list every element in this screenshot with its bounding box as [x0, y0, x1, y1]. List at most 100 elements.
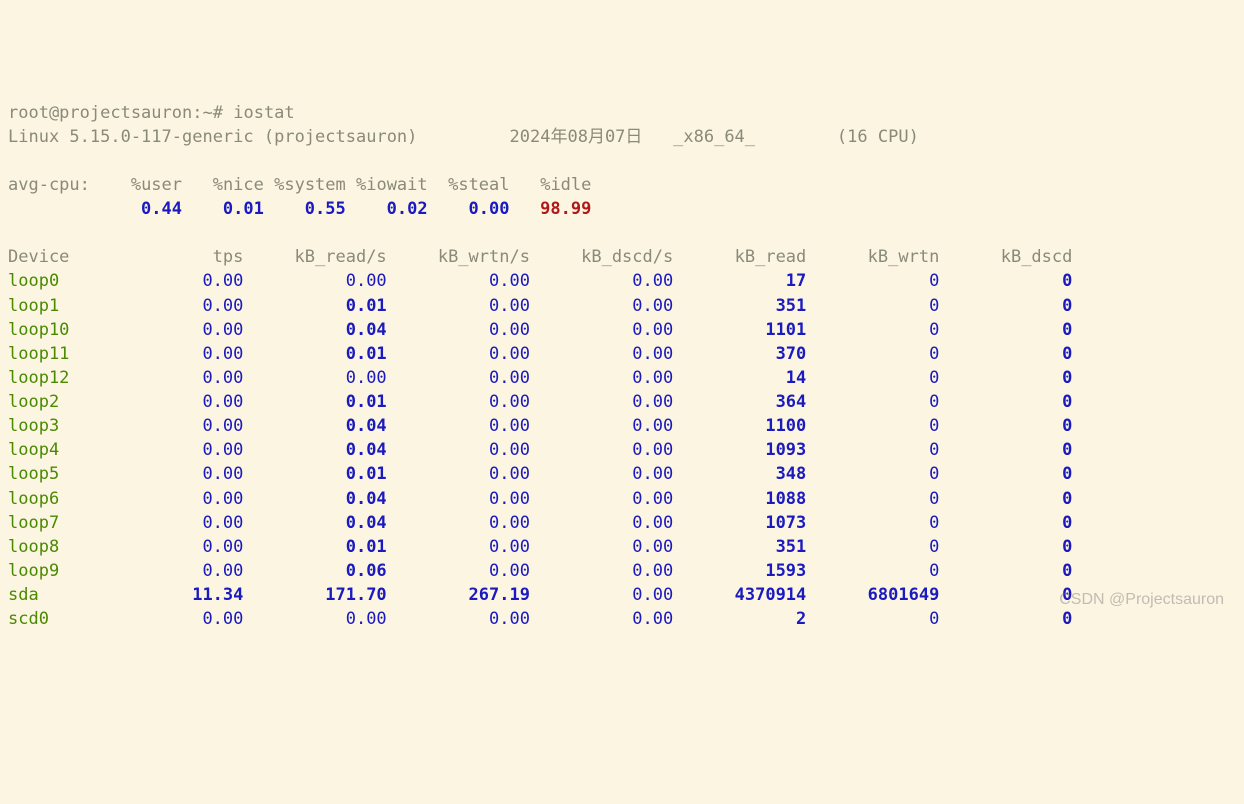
table-row: loop40.000.040.000.00109300	[8, 440, 1072, 460]
prompt-cwd: ~	[202, 103, 212, 123]
cell-kb-read: 1101	[673, 318, 806, 342]
cell-kb-dscd-s: 0.00	[530, 294, 673, 318]
prompt-line: root@projectsauron:~# iostat	[8, 103, 295, 123]
cell-kb-read-s: 0.01	[243, 294, 386, 318]
cell-kb-read-s: 0.04	[243, 487, 386, 511]
device-name: loop12	[8, 366, 90, 390]
cell-kb-read-s: 0.04	[243, 511, 386, 535]
cell-tps: 0.00	[90, 366, 244, 390]
cell-kb-dscd: 0	[939, 414, 1072, 438]
cell-kb-wrtn-s: 0.00	[387, 269, 530, 293]
cell-kb-dscd-s: 0.00	[530, 342, 673, 366]
cell-kb-wrtn-s: 267.19	[387, 583, 530, 607]
cell-kb-read: 1093	[673, 438, 806, 462]
cell-kb-wrtn: 6801649	[806, 583, 939, 607]
prompt-command: iostat	[233, 103, 294, 123]
table-row: loop60.000.040.000.00108800	[8, 489, 1072, 509]
cpu-info: (16 CPU)	[837, 127, 919, 147]
cell-kb-wrtn-s: 0.00	[387, 390, 530, 414]
device-name: loop9	[8, 559, 90, 583]
system-line: Linux 5.15.0-117-generic (projectsauron)…	[8, 127, 919, 147]
avg-cpu-header: %idle	[510, 173, 592, 197]
cell-kb-dscd-s: 0.00	[530, 318, 673, 342]
cell-kb-read-s: 0.01	[243, 535, 386, 559]
device-name: loop3	[8, 414, 90, 438]
table-row: loop20.000.010.000.0036400	[8, 392, 1072, 412]
device-table-header: kB_read/s	[243, 245, 386, 269]
avg-cpu-header: %system	[264, 173, 346, 197]
cell-kb-read: 14	[673, 366, 806, 390]
cell-tps: 0.00	[90, 607, 244, 631]
prompt-user-host: root@projectsauron	[8, 103, 192, 123]
cell-kb-wrtn-s: 0.00	[387, 366, 530, 390]
avg-cpu-value: 0.55	[264, 197, 346, 221]
cell-kb-dscd-s: 0.00	[530, 366, 673, 390]
cell-kb-dscd: 0	[939, 294, 1072, 318]
cell-kb-wrtn: 0	[806, 511, 939, 535]
avg-cpu-header: %nice	[182, 173, 264, 197]
cell-kb-wrtn: 0	[806, 438, 939, 462]
cell-tps: 0.00	[90, 438, 244, 462]
cell-kb-read-s: 0.04	[243, 438, 386, 462]
avg-cpu-value: 98.99	[509, 197, 591, 221]
cell-kb-dscd: 0	[939, 390, 1072, 414]
cell-kb-dscd-s: 0.00	[530, 487, 673, 511]
device-table-header: kB_dscd	[939, 245, 1072, 269]
table-row: loop90.000.060.000.00159300	[8, 561, 1072, 581]
cell-kb-wrtn: 0	[806, 535, 939, 559]
table-row: loop30.000.040.000.00110000	[8, 416, 1072, 436]
cell-tps: 0.00	[90, 390, 244, 414]
cell-kb-read: 1073	[673, 511, 806, 535]
cell-kb-read-s: 0.00	[243, 366, 386, 390]
cell-kb-wrtn-s: 0.00	[387, 487, 530, 511]
cell-kb-read-s: 0.00	[243, 607, 386, 631]
device-name: loop7	[8, 511, 90, 535]
cell-kb-dscd: 0	[939, 559, 1072, 583]
cell-kb-dscd: 0	[939, 366, 1072, 390]
avg-cpu-header: %iowait	[346, 173, 428, 197]
table-row: loop10.000.010.000.0035100	[8, 296, 1072, 316]
device-name: loop5	[8, 462, 90, 486]
cell-kb-wrtn: 0	[806, 294, 939, 318]
cell-kb-read: 1100	[673, 414, 806, 438]
cell-kb-read-s: 0.06	[243, 559, 386, 583]
cell-kb-dscd-s: 0.00	[530, 269, 673, 293]
cell-kb-wrtn: 0	[806, 318, 939, 342]
cell-kb-read: 351	[673, 294, 806, 318]
cell-kb-dscd-s: 0.00	[530, 511, 673, 535]
cell-kb-dscd-s: 0.00	[530, 438, 673, 462]
avg-cpu-value: 0.00	[428, 197, 510, 221]
device-name: sda	[8, 583, 90, 607]
cell-kb-dscd-s: 0.00	[530, 535, 673, 559]
avg-cpu-value: 0.01	[182, 197, 264, 221]
cell-kb-dscd: 0	[939, 438, 1072, 462]
cell-tps: 0.00	[90, 511, 244, 535]
device-name: loop11	[8, 342, 90, 366]
table-row: loop50.000.010.000.0034800	[8, 464, 1072, 484]
cell-kb-read: 17	[673, 269, 806, 293]
device-table-header: tps	[90, 245, 244, 269]
device-name: loop4	[8, 438, 90, 462]
avg-cpu-value: 0.44	[110, 197, 182, 221]
cell-kb-wrtn: 0	[806, 269, 939, 293]
table-row: sda11.34171.70267.190.00437091468016490	[8, 585, 1072, 605]
cell-kb-dscd-s: 0.00	[530, 462, 673, 486]
cell-kb-wrtn: 0	[806, 342, 939, 366]
device-name: loop10	[8, 318, 90, 342]
cell-kb-dscd-s: 0.00	[530, 583, 673, 607]
cell-kb-dscd: 0	[939, 269, 1072, 293]
avg-cpu-header: %steal	[428, 173, 510, 197]
cell-kb-wrtn: 0	[806, 487, 939, 511]
device-table: DevicetpskB_read/skB_wrtn/skB_dscd/skB_r…	[8, 247, 1072, 629]
cell-kb-read: 364	[673, 390, 806, 414]
cell-tps: 0.00	[90, 535, 244, 559]
cell-kb-read-s: 0.04	[243, 318, 386, 342]
cell-tps: 0.00	[90, 487, 244, 511]
avg-cpu-header: %user	[110, 173, 182, 197]
cell-kb-wrtn-s: 0.00	[387, 342, 530, 366]
cell-tps: 0.00	[90, 294, 244, 318]
table-row: loop80.000.010.000.0035100	[8, 537, 1072, 557]
cell-kb-dscd-s: 0.00	[530, 414, 673, 438]
cell-kb-read-s: 0.01	[243, 390, 386, 414]
cell-kb-wrtn: 0	[806, 366, 939, 390]
